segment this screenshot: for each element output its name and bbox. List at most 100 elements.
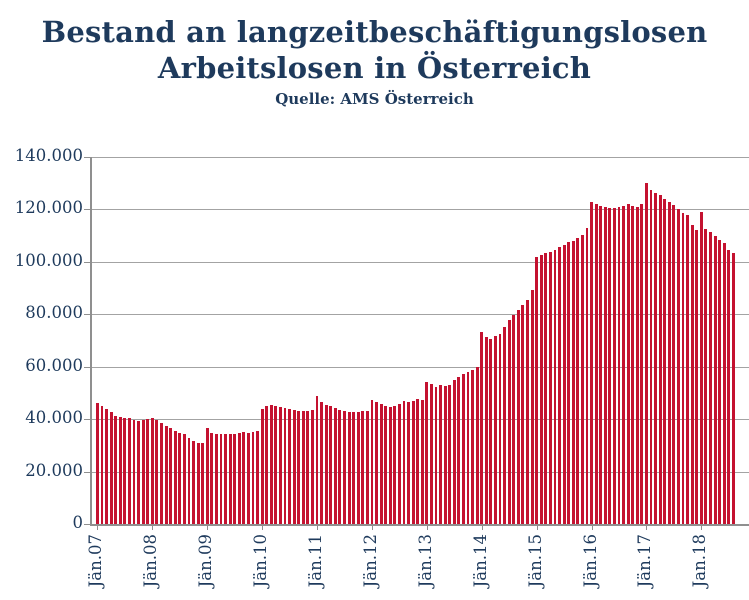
bar xyxy=(585,227,589,524)
chart-title-line1: Bestand an langzeitbeschäftigungslosen xyxy=(41,15,708,49)
bar xyxy=(274,406,278,524)
bar xyxy=(704,228,708,524)
bar xyxy=(164,426,168,524)
bar xyxy=(169,428,173,524)
bar xyxy=(375,402,378,524)
bar xyxy=(301,411,305,524)
x-axis-label: Jän.13 xyxy=(415,534,435,588)
bar xyxy=(210,433,214,524)
gridline-40.000 xyxy=(90,419,749,420)
bar xyxy=(681,212,685,524)
bar xyxy=(466,372,470,524)
bar xyxy=(182,434,186,524)
bar xyxy=(160,423,163,524)
bar xyxy=(457,377,461,524)
x-axis-label: Jän.07 xyxy=(86,534,106,588)
bar xyxy=(283,408,287,524)
bar xyxy=(187,437,191,524)
x-axis-label: Jän.09 xyxy=(196,534,216,588)
x-axis-label: Jan.18 xyxy=(690,534,710,588)
bar xyxy=(677,209,680,524)
bar xyxy=(480,332,484,524)
bar xyxy=(443,386,447,524)
bar xyxy=(713,236,717,524)
bar xyxy=(640,204,644,524)
bar xyxy=(722,242,726,524)
bar xyxy=(558,246,561,524)
bar xyxy=(260,409,264,524)
y-axis-label: 140.000 xyxy=(14,145,83,165)
x-axis-tick xyxy=(701,524,703,530)
y-axis-tick xyxy=(84,419,90,420)
bar xyxy=(315,396,319,524)
bar xyxy=(123,417,127,524)
bar xyxy=(155,420,159,524)
x-axis xyxy=(90,524,749,526)
bar xyxy=(645,182,648,524)
bar xyxy=(320,402,324,524)
bar xyxy=(292,409,296,524)
x-axis-tick xyxy=(97,524,99,530)
bar xyxy=(649,190,653,524)
bar xyxy=(448,385,452,524)
bar xyxy=(544,253,548,524)
bar xyxy=(599,205,603,524)
bar xyxy=(471,370,475,524)
bar xyxy=(146,419,150,524)
y-axis-tick xyxy=(84,261,90,263)
bar xyxy=(667,202,671,524)
chart-header: Bestand an langzeitbeschäftigungslosen A… xyxy=(0,14,749,108)
gridline-100.000 xyxy=(90,261,749,263)
bar xyxy=(539,255,543,524)
x-axis-label: Jän.15 xyxy=(525,534,545,588)
bar xyxy=(731,253,735,524)
bar xyxy=(352,412,356,524)
gridline-140.000 xyxy=(90,156,749,158)
y-axis-label: 120.000 xyxy=(14,198,83,217)
bar xyxy=(535,257,539,524)
bar xyxy=(379,404,383,524)
bar xyxy=(562,244,566,524)
bar xyxy=(690,224,694,524)
bar xyxy=(548,251,552,524)
chart-title-line2: Arbeitslosen in Österreich xyxy=(157,51,592,85)
bar xyxy=(370,399,374,524)
bar xyxy=(626,204,630,524)
y-axis-tick xyxy=(84,209,90,210)
chart-source-subtitle: Quelle: AMS Österreich xyxy=(275,90,474,108)
bar xyxy=(567,242,571,524)
bar xyxy=(114,416,118,524)
bar xyxy=(489,338,493,524)
bar xyxy=(228,434,232,524)
bar xyxy=(173,430,177,524)
bar xyxy=(407,402,410,524)
bar xyxy=(439,385,443,524)
bar xyxy=(526,299,529,524)
bar xyxy=(434,386,438,524)
bar xyxy=(622,205,626,524)
y-axis-label: 20.000 xyxy=(25,460,83,480)
bar xyxy=(452,380,456,524)
y-axis xyxy=(90,156,92,524)
bar xyxy=(384,406,388,524)
bar xyxy=(347,411,351,524)
bar xyxy=(580,234,584,524)
bar xyxy=(269,405,273,524)
bar xyxy=(416,399,420,524)
bar xyxy=(246,432,250,524)
bar xyxy=(411,400,415,524)
x-axis-tick xyxy=(371,524,373,530)
bar xyxy=(635,207,639,524)
bar xyxy=(571,241,575,524)
y-axis-label: 60.000 xyxy=(25,355,83,375)
bar xyxy=(603,206,607,524)
bar xyxy=(219,434,223,524)
y-axis-tick xyxy=(84,156,90,158)
bar xyxy=(128,418,131,524)
bar xyxy=(393,406,397,524)
bar xyxy=(699,211,703,524)
bar xyxy=(425,381,429,524)
bar xyxy=(617,206,621,524)
